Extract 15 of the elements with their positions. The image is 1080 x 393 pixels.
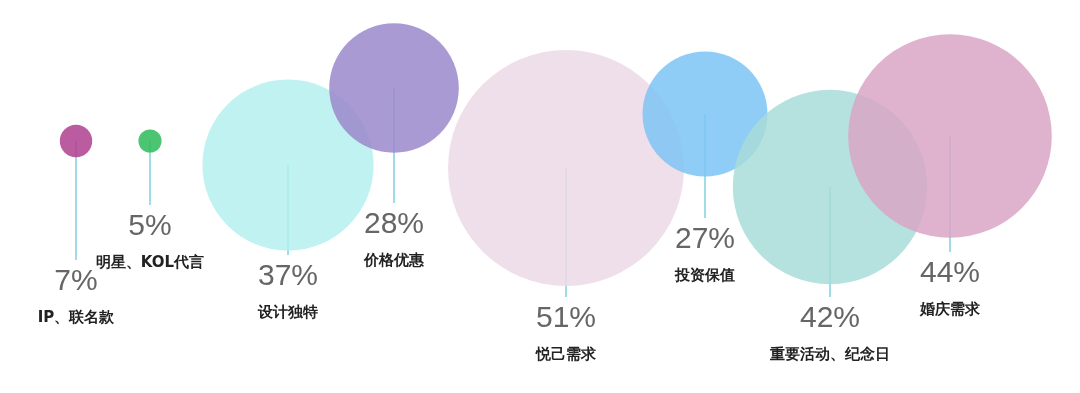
category-label: 明星、KOL代言 — [95, 253, 205, 271]
category-label: 婚庆需求 — [919, 300, 981, 318]
data-label: 37% — [257, 258, 319, 291]
data-label: 44% — [919, 255, 981, 288]
category-label: 悦己需求 — [535, 345, 597, 363]
data-label: 5% — [128, 208, 172, 241]
category-label: 价格优惠 — [363, 251, 425, 269]
data-label: 51% — [535, 300, 597, 333]
category-label: IP、联名款 — [37, 308, 116, 326]
data-label: 27% — [674, 221, 736, 254]
data-label: 42% — [799, 300, 861, 333]
category-label: 投资保值 — [674, 266, 735, 284]
data-label: 28% — [363, 206, 425, 239]
category-label: 设计独特 — [257, 303, 318, 321]
category-label: 重要活动、纪念日 — [769, 345, 890, 363]
